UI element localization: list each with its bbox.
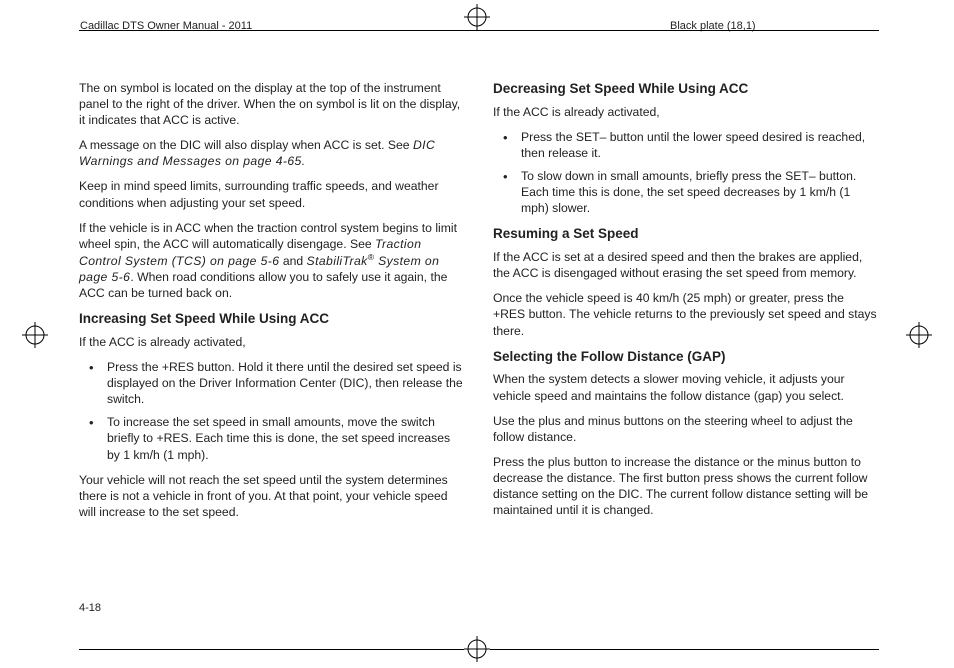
list-item: Press the SET– button until the lower sp… <box>521 129 879 161</box>
body-paragraph: Once the vehicle speed is 40 km/h (25 mp… <box>493 290 879 338</box>
header-rule <box>79 30 879 31</box>
list-item: Press the +RES button. Hold it there unt… <box>107 359 465 407</box>
heading-resuming-speed: Resuming a Set Speed <box>493 225 879 243</box>
body-paragraph: The on symbol is located on the display … <box>79 80 465 128</box>
list-item: To increase the set speed in small amoun… <box>107 414 465 462</box>
body-paragraph: If the ACC is already activated, <box>493 104 879 120</box>
bullet-list: Press the +RES button. Hold it there unt… <box>79 359 465 463</box>
heading-decreasing-speed: Decreasing Set Speed While Using ACC <box>493 80 879 98</box>
heading-follow-distance: Selecting the Follow Distance (GAP) <box>493 348 879 366</box>
body-paragraph: Your vehicle will not reach the set spee… <box>79 472 465 520</box>
registration-mark-bottom-icon <box>464 636 490 662</box>
heading-increasing-speed: Increasing Set Speed While Using ACC <box>79 310 465 328</box>
body-paragraph: Press the plus button to increase the di… <box>493 454 879 518</box>
registration-mark-left-icon <box>22 322 48 348</box>
page: Cadillac DTS Owner Manual - 2011 Black p… <box>0 0 954 668</box>
bullet-list: Press the SET– button until the lower sp… <box>493 129 879 216</box>
body-text: . When road conditions allow you to safe… <box>79 270 447 300</box>
list-item: To slow down in small amounts, briefly p… <box>521 168 879 216</box>
body-paragraph: When the system detects a slower moving … <box>493 371 879 403</box>
body-text: and <box>279 254 306 268</box>
footer-rule-right <box>490 649 879 650</box>
registration-mark-right-icon <box>906 322 932 348</box>
page-number: 4-18 <box>79 602 101 614</box>
body-paragraph: A message on the DIC will also display w… <box>79 137 465 169</box>
body-paragraph: If the ACC is already activated, <box>79 334 465 350</box>
content-area: The on symbol is located on the display … <box>79 80 879 620</box>
registration-mark-top-icon <box>464 4 490 30</box>
left-column: The on symbol is located on the display … <box>79 80 465 620</box>
body-text: A message on the DIC will also display w… <box>79 138 413 152</box>
body-paragraph: If the vehicle is in ACC when the tracti… <box>79 220 465 302</box>
trademark-name: StabiliTrak <box>307 254 368 268</box>
body-paragraph: If the ACC is set at a desired speed and… <box>493 249 879 281</box>
right-column: Decreasing Set Speed While Using ACC If … <box>493 80 879 620</box>
body-paragraph: Keep in mind speed limits, surrounding t… <box>79 178 465 210</box>
footer-rule-left <box>79 649 464 650</box>
body-paragraph: Use the plus and minus buttons on the st… <box>493 413 879 445</box>
